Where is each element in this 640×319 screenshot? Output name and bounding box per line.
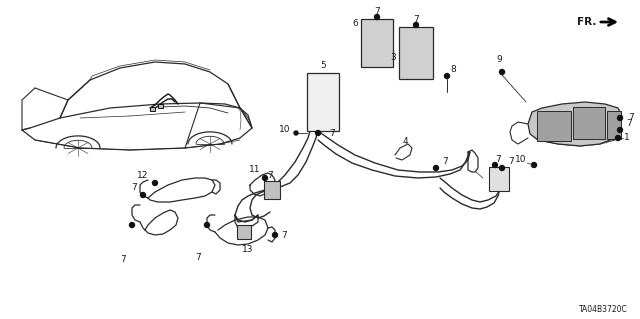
- Circle shape: [294, 131, 298, 135]
- Text: 6: 6: [352, 19, 358, 28]
- Text: 9: 9: [496, 56, 502, 64]
- Bar: [150, 107, 155, 111]
- Circle shape: [493, 162, 497, 167]
- Text: 7: 7: [628, 114, 634, 122]
- Text: 8: 8: [450, 65, 456, 75]
- Circle shape: [499, 70, 504, 75]
- Circle shape: [499, 166, 504, 170]
- Text: 7: 7: [626, 120, 632, 129]
- Circle shape: [618, 115, 623, 121]
- Text: 10: 10: [278, 125, 290, 135]
- Circle shape: [205, 222, 209, 227]
- Text: 7: 7: [195, 253, 201, 262]
- Polygon shape: [528, 102, 622, 146]
- FancyBboxPatch shape: [573, 107, 605, 139]
- Text: 7: 7: [120, 256, 126, 264]
- Circle shape: [616, 136, 621, 140]
- Text: 7: 7: [329, 129, 335, 137]
- Bar: [307, 73, 339, 131]
- Circle shape: [152, 181, 157, 186]
- Text: 11: 11: [248, 166, 260, 174]
- FancyBboxPatch shape: [237, 225, 251, 239]
- Text: 7: 7: [442, 158, 448, 167]
- Text: 7: 7: [495, 155, 500, 165]
- Text: 7: 7: [131, 183, 137, 192]
- Text: 1: 1: [624, 133, 630, 143]
- Circle shape: [273, 233, 278, 238]
- FancyBboxPatch shape: [264, 181, 280, 199]
- Bar: [158, 104, 163, 108]
- Circle shape: [618, 128, 623, 132]
- Text: 3: 3: [390, 53, 396, 62]
- Circle shape: [445, 73, 449, 78]
- Text: FR.: FR.: [577, 17, 596, 27]
- Circle shape: [433, 166, 438, 170]
- Circle shape: [374, 14, 380, 19]
- Text: 2: 2: [488, 174, 493, 182]
- FancyBboxPatch shape: [399, 27, 433, 79]
- FancyBboxPatch shape: [361, 19, 393, 67]
- Circle shape: [413, 23, 419, 27]
- Text: 7: 7: [374, 8, 380, 17]
- FancyBboxPatch shape: [489, 167, 509, 191]
- FancyBboxPatch shape: [537, 111, 571, 141]
- Text: 7: 7: [267, 172, 273, 181]
- Circle shape: [141, 192, 145, 197]
- Text: 12: 12: [136, 172, 148, 181]
- Text: 4: 4: [402, 137, 408, 146]
- Circle shape: [531, 162, 536, 167]
- Circle shape: [316, 130, 321, 136]
- Text: 7: 7: [413, 16, 419, 25]
- Circle shape: [262, 175, 268, 181]
- Circle shape: [129, 222, 134, 227]
- Text: 7: 7: [508, 158, 514, 167]
- Text: 13: 13: [243, 246, 253, 255]
- Text: 5: 5: [320, 61, 326, 70]
- Text: 7: 7: [281, 231, 287, 240]
- Text: TA04B3720C: TA04B3720C: [579, 306, 628, 315]
- Text: 10: 10: [515, 155, 526, 165]
- FancyBboxPatch shape: [607, 111, 621, 139]
